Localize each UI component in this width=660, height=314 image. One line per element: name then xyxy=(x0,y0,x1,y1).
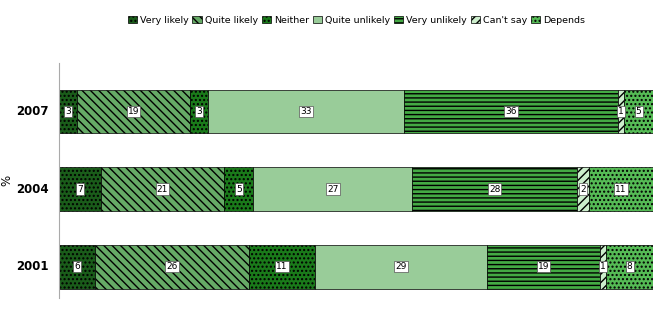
Text: 5: 5 xyxy=(636,107,642,116)
Bar xyxy=(208,89,404,133)
Text: 2: 2 xyxy=(580,185,585,193)
Bar xyxy=(606,245,653,289)
Bar xyxy=(59,167,100,211)
Bar xyxy=(577,167,589,211)
Bar xyxy=(95,245,249,289)
Bar xyxy=(59,245,95,289)
Text: 11: 11 xyxy=(615,185,627,193)
Bar xyxy=(600,245,606,289)
Bar xyxy=(624,89,653,133)
Text: 7: 7 xyxy=(77,185,83,193)
Text: 21: 21 xyxy=(156,185,168,193)
Text: 26: 26 xyxy=(166,262,178,271)
Bar xyxy=(77,89,190,133)
Text: 6: 6 xyxy=(75,262,80,271)
Text: 1: 1 xyxy=(618,107,624,116)
Text: 27: 27 xyxy=(327,185,339,193)
Bar xyxy=(404,89,618,133)
Legend: Very likely, Quite likely, Neither, Quite unlikely, Very unlikely, Can't say, De: Very likely, Quite likely, Neither, Quit… xyxy=(127,16,585,25)
Bar xyxy=(224,167,253,211)
Bar xyxy=(253,167,412,211)
Text: 33: 33 xyxy=(300,107,312,116)
Y-axis label: %: % xyxy=(1,175,14,186)
Bar xyxy=(190,89,208,133)
Bar xyxy=(315,245,487,289)
Text: 5: 5 xyxy=(236,185,242,193)
Text: 3: 3 xyxy=(196,107,202,116)
Bar xyxy=(589,167,653,211)
Text: 29: 29 xyxy=(395,262,407,271)
Text: 19: 19 xyxy=(538,262,549,271)
Bar xyxy=(59,89,77,133)
Bar xyxy=(249,245,315,289)
Text: 1: 1 xyxy=(600,262,606,271)
Text: 11: 11 xyxy=(277,262,288,271)
Text: 36: 36 xyxy=(505,107,517,116)
Text: 8: 8 xyxy=(627,262,632,271)
Bar xyxy=(487,245,600,289)
Bar xyxy=(412,167,577,211)
Text: 3: 3 xyxy=(65,107,71,116)
Bar xyxy=(100,167,224,211)
Text: 19: 19 xyxy=(128,107,139,116)
Text: 28: 28 xyxy=(489,185,500,193)
Bar xyxy=(618,89,624,133)
